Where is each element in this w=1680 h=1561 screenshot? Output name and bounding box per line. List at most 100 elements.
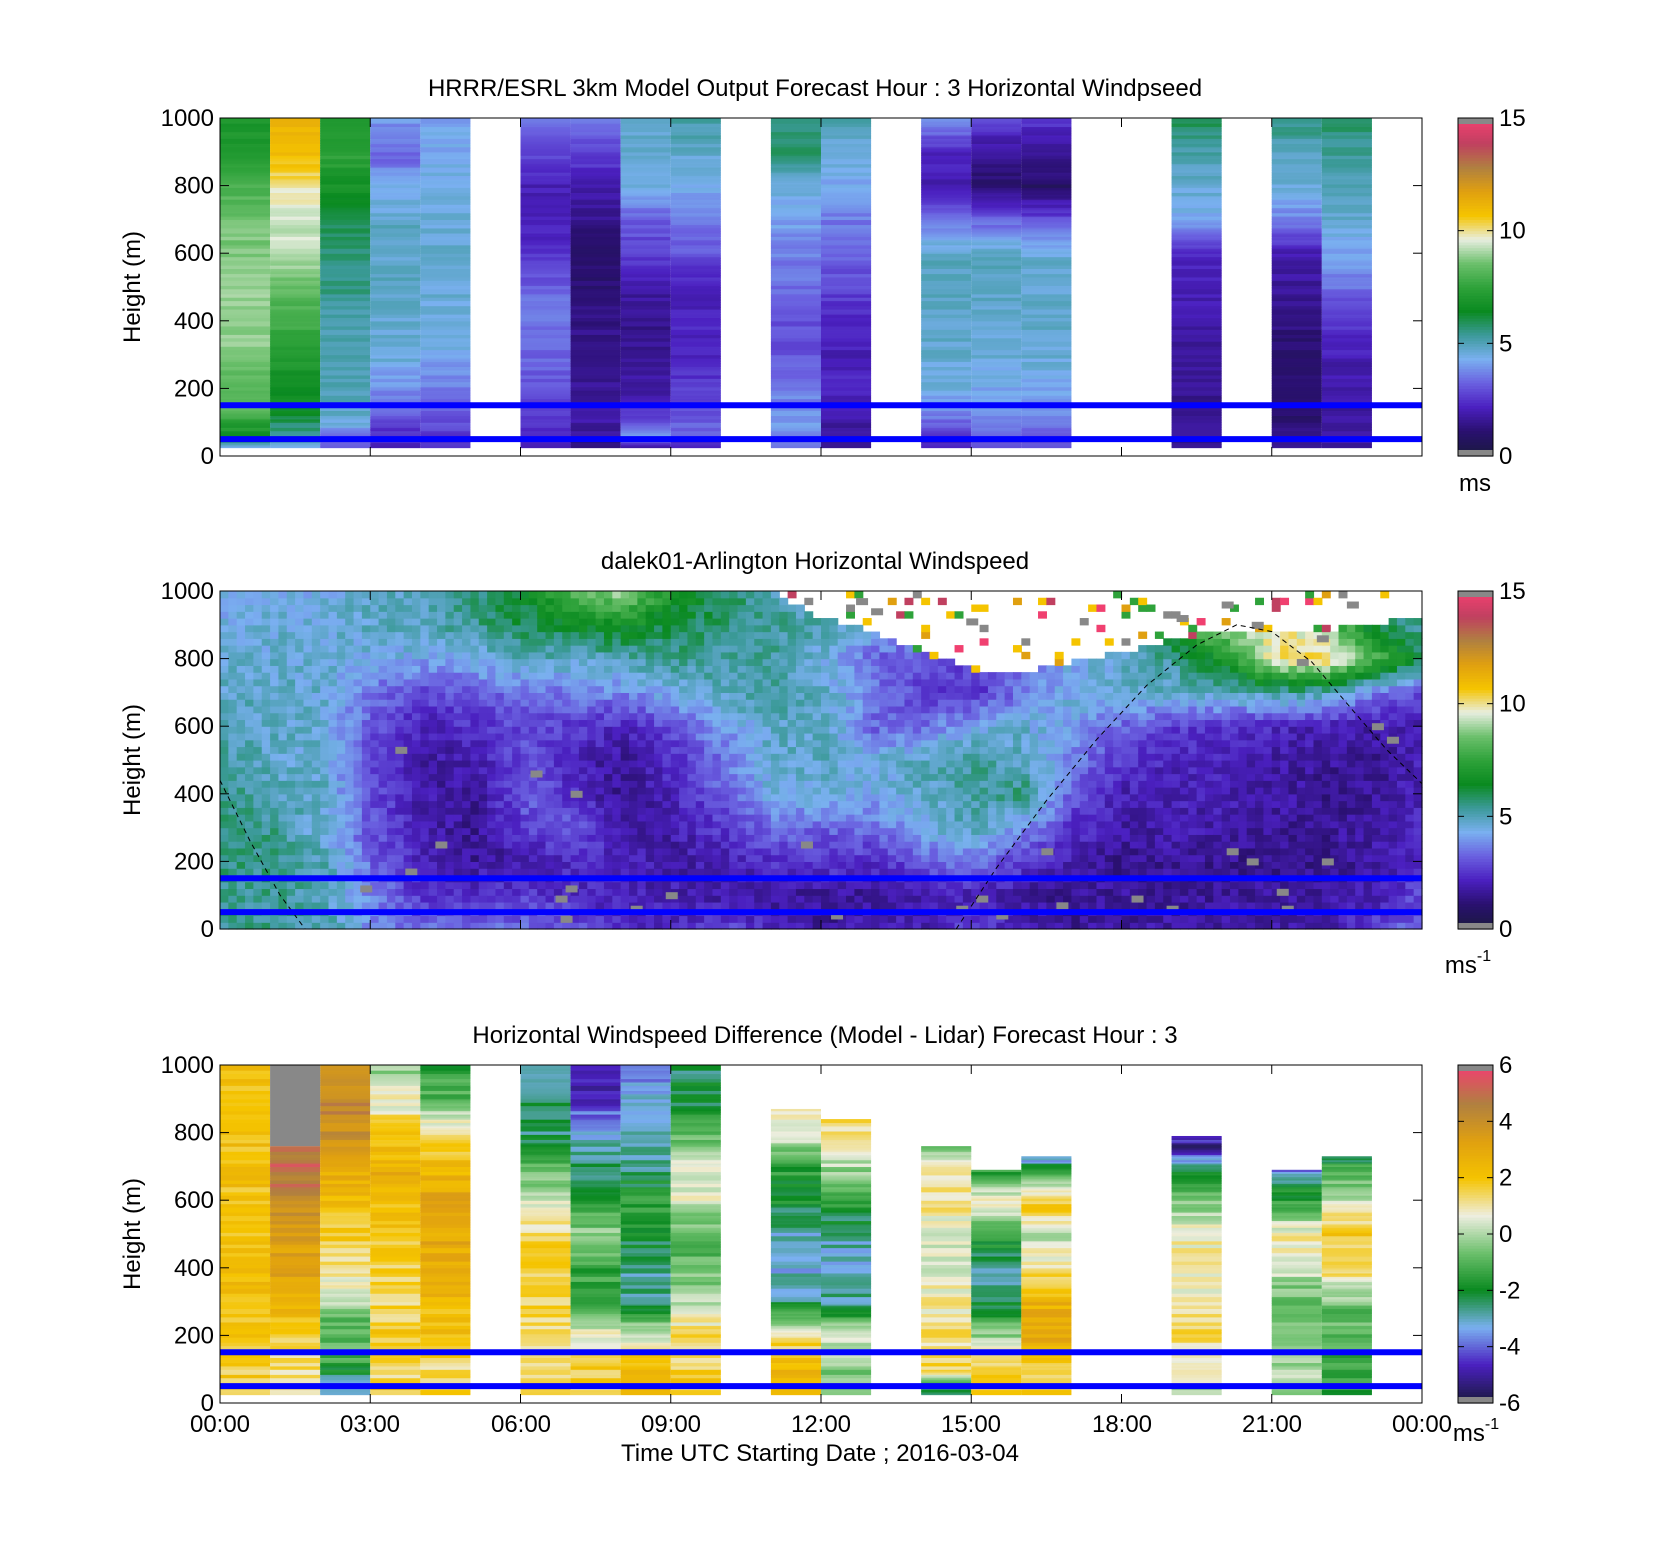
lidar-cell [353,597,363,606]
data-cell [971,150,1022,153]
data-cell [921,131,972,134]
data-cell [220,183,271,187]
data-cell [821,332,872,335]
data-cell [670,322,721,325]
lidar-cell [420,611,430,619]
lidar-cell [220,868,229,876]
colorbar-cell [1458,258,1493,263]
data-cell [1021,369,1072,373]
lidar-cell [395,712,405,721]
lidar-cell [236,820,246,829]
data-cell [1271,297,1322,300]
data-cell [821,418,872,422]
data-cell [921,268,972,271]
lidar-cell [228,658,238,666]
data-cell [921,158,972,161]
data-cell [971,146,1022,150]
data-cell [420,357,471,361]
data-cell [1021,393,1072,396]
data-cell [420,151,471,155]
data-cell [620,209,671,212]
lidar-cell [253,780,263,788]
data-cell [370,298,421,302]
data-cell [971,172,1022,175]
data-cell [670,187,721,190]
data-cell [1171,194,1222,197]
data-cell [1021,432,1072,435]
lidar-cell [437,705,446,714]
data-cell [270,347,321,351]
data-cell [670,143,721,146]
lidar-cell [311,888,321,896]
data-cell [1321,395,1372,398]
lidar-cell [462,719,472,727]
data-cell [220,182,271,185]
data-cell [570,344,621,347]
data-cell [921,290,972,293]
lidar-cell [345,922,355,930]
data-cell [1021,268,1072,271]
data-cell [570,307,621,310]
lidar-cell [245,841,254,849]
data-cell [670,422,721,425]
lidar-cell [462,820,472,829]
data-cell [320,231,371,234]
data-cell [370,329,421,332]
data-cell [220,210,271,214]
lidar-cell [345,591,355,599]
data-cell [670,393,721,396]
lidar-cell [445,651,455,660]
data-cell [770,298,821,302]
data-cell [1271,129,1322,133]
data-cell [420,290,471,293]
data-cell [971,254,1022,258]
data-cell [1321,423,1372,427]
data-cell [1321,366,1372,369]
lidar-cell [320,807,330,815]
data-cell [1171,374,1222,378]
lidar-cell [278,895,288,903]
data-cell [520,379,571,383]
lidar-cell [386,645,396,653]
data-cell [1171,222,1222,226]
lidar-cell [403,597,413,606]
data-cell [1021,359,1072,362]
data-cell [1271,283,1322,286]
lidar-cell [286,739,296,748]
lidar-cell [261,719,271,727]
data-cell [420,129,471,133]
data-cell [420,170,471,173]
data-cell [670,248,721,251]
lidar-cell [295,591,305,599]
data-cell [1321,190,1372,193]
data-cell [1271,148,1322,151]
data-cell [821,236,872,239]
colorbar-cell [1458,309,1493,313]
data-cell [1321,293,1372,297]
data-cell [770,148,821,151]
lidar-cell [261,665,271,673]
lidar-cell [420,665,430,673]
lidar-cell [395,915,405,923]
lidar-cell [395,699,405,707]
lidar-cell [253,719,263,727]
lidar-cell [228,881,238,890]
data-cell [320,180,371,183]
data-cell [320,214,371,217]
data-cell [971,216,1022,219]
data-cell [270,121,321,124]
data-cell [1171,347,1222,351]
data-cell [570,224,621,227]
data-cell [520,192,571,195]
lidar-cell [453,915,463,923]
data-cell [1321,361,1372,364]
data-cell [270,293,321,297]
lidar-cell [361,753,371,761]
data-cell [570,212,621,215]
data-cell [770,364,821,368]
lidar-cell [245,793,254,802]
data-cell [1021,243,1072,246]
data-cell [1171,292,1222,295]
lidar-cell [462,739,472,748]
lidar-cell [370,793,380,802]
